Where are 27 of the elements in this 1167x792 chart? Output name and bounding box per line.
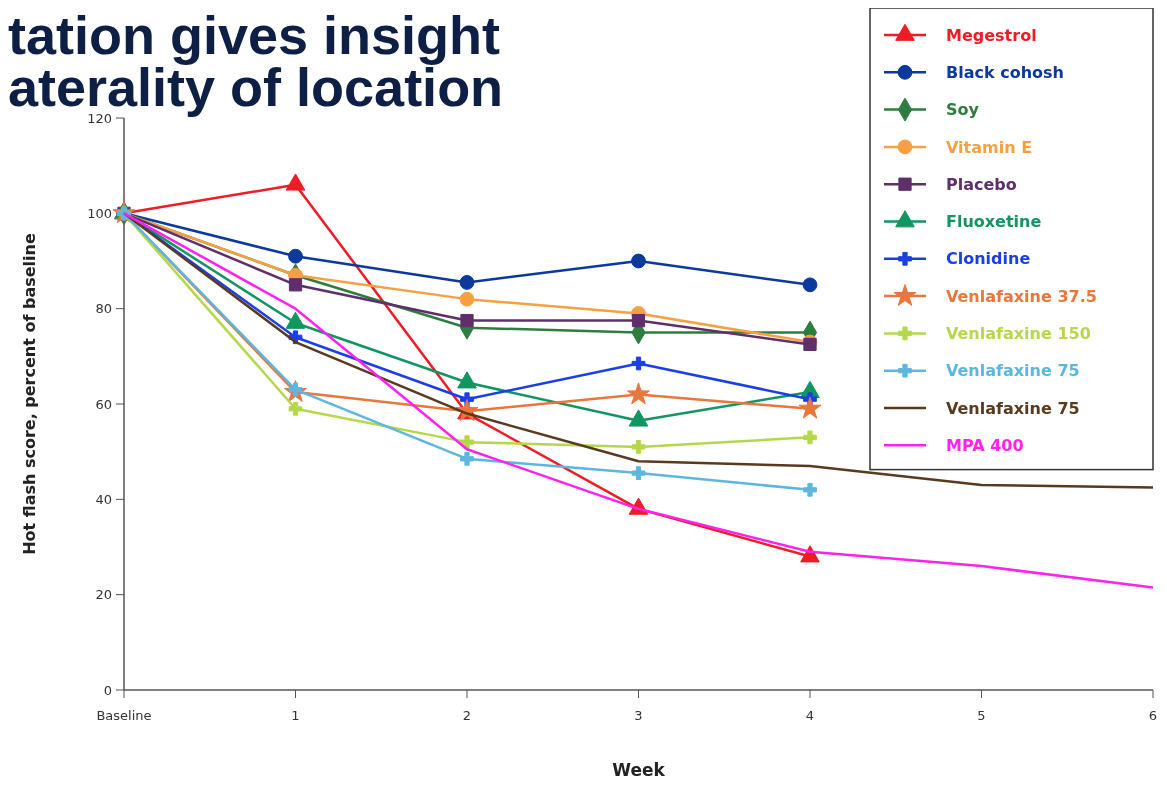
x-axis-title: Week bbox=[612, 760, 666, 780]
legend-label: Venlafaxine 75 bbox=[946, 361, 1080, 381]
y-tick-label: 0 bbox=[103, 682, 112, 698]
legend-label: Black cohosh bbox=[946, 62, 1064, 82]
y-tick-label: 80 bbox=[95, 301, 112, 317]
legend-label: Venlafaxine 37.5 bbox=[946, 286, 1097, 306]
legend-label: Vitamin E bbox=[946, 137, 1033, 157]
legend-label: Soy bbox=[946, 100, 980, 120]
legend-label: Clonidine bbox=[946, 249, 1031, 269]
y-tick-label: 40 bbox=[95, 491, 112, 507]
x-tick-label: 2 bbox=[462, 708, 472, 723]
y-tick-label: 60 bbox=[95, 396, 112, 412]
legend-label: Fluoxetine bbox=[946, 212, 1042, 232]
legend-label: Placebo bbox=[946, 174, 1017, 194]
legend-label: Megestrol bbox=[946, 25, 1037, 45]
y-tick-label: 20 bbox=[95, 587, 112, 603]
x-tick-label: 3 bbox=[634, 708, 643, 723]
x-tick-label: 1 bbox=[291, 708, 300, 723]
x-tick-label: 6 bbox=[1148, 708, 1158, 723]
legend-label: Venlafaxine 75 bbox=[946, 398, 1080, 418]
legend-label: Venlafaxine 150 bbox=[946, 324, 1091, 343]
x-tick-label: 4 bbox=[805, 708, 815, 723]
y-tick-label: 100 bbox=[87, 205, 112, 221]
x-tick-label: Baseline bbox=[96, 708, 152, 723]
legend-label: MPA 400 bbox=[946, 435, 1024, 455]
y-axis-title: Hot flash score, percent of baseline bbox=[20, 233, 39, 555]
x-tick-label: 5 bbox=[977, 708, 986, 723]
